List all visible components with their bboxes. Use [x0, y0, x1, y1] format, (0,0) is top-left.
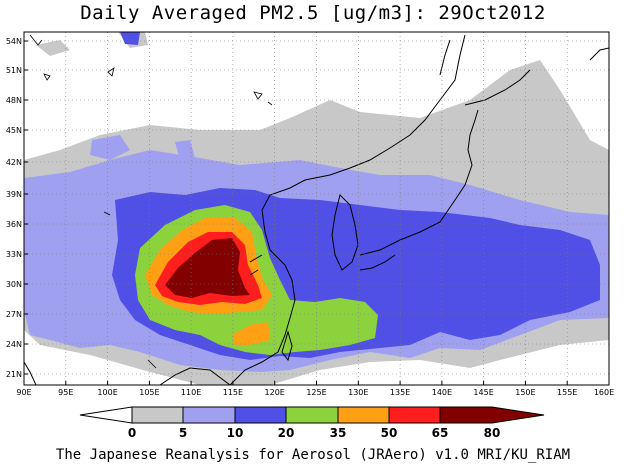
lon-label: 110E	[181, 388, 201, 397]
coastline	[24, 34, 609, 385]
colorbar-swatch	[131, 406, 184, 424]
lat-label: 27N	[6, 310, 22, 319]
colorbar-label: 20	[278, 426, 295, 440]
lat-label: 39N	[6, 190, 22, 199]
lon-label: 155E	[557, 388, 577, 397]
lat-label: 51N	[6, 66, 22, 75]
colorbar-label: 50	[381, 426, 398, 440]
colorbar-label: 65	[432, 426, 449, 440]
pm25-region-10-20	[175, 140, 195, 160]
lon-label: 140E	[432, 388, 452, 397]
lon-label: 105E	[139, 388, 159, 397]
colorbar-label: 0	[128, 426, 136, 440]
colorbar-swatch	[388, 406, 441, 424]
lat-label: 42N	[6, 158, 22, 167]
pm25-region-20-35	[120, 32, 140, 45]
lon-label: 125E	[306, 388, 326, 397]
lat-label: 33N	[6, 250, 22, 259]
colorbar-swatch	[79, 406, 133, 424]
colorbar-swatch	[234, 406, 287, 424]
axis-ticks	[23, 40, 610, 385]
colorbar-swatch	[285, 406, 339, 424]
grid-lines	[24, 32, 609, 385]
pm25-region-50-65	[232, 322, 270, 345]
lon-label: 145E	[473, 388, 493, 397]
colorbar-label: 10	[227, 426, 244, 440]
lon-label: 130E	[348, 388, 368, 397]
lat-label: 45N	[6, 126, 22, 135]
pm25-region-above-80	[165, 238, 250, 298]
lon-label: 115E	[223, 388, 243, 397]
pm25-region-10-20	[90, 135, 130, 160]
lon-label: 120E	[265, 388, 285, 397]
lon-label: 90E	[16, 388, 31, 397]
colorbar-label: 5	[179, 426, 187, 440]
lat-label: 24N	[6, 340, 22, 349]
lon-label: 150E	[515, 388, 535, 397]
colorbar-swatch	[182, 406, 236, 424]
lon-label: 160E	[594, 388, 614, 397]
lat-label: 21N	[6, 370, 22, 379]
lat-label: 48N	[6, 96, 22, 105]
lat-label: 36N	[6, 220, 22, 229]
lon-label: 135E	[390, 388, 410, 397]
lake-outline	[29, 34, 273, 369]
lat-label: 30N	[6, 280, 22, 289]
colorbar	[79, 406, 545, 424]
colorbar-label: 80	[484, 426, 501, 440]
map-title: Daily Averaged PM2.5 [ug/m3]: 29Oct2012	[80, 2, 546, 24]
lat-label: 54N	[6, 37, 22, 46]
colorbar-swatch	[337, 406, 390, 424]
lon-label: 95E	[58, 388, 73, 397]
pm25-region-5-10	[36, 40, 70, 56]
colorbar-swatch	[439, 406, 545, 424]
lon-label: 100E	[97, 388, 117, 397]
colorbar-label: 35	[330, 426, 347, 440]
footer-credit: The Japanese Reanalysis for Aerosol (JRA…	[55, 447, 571, 463]
